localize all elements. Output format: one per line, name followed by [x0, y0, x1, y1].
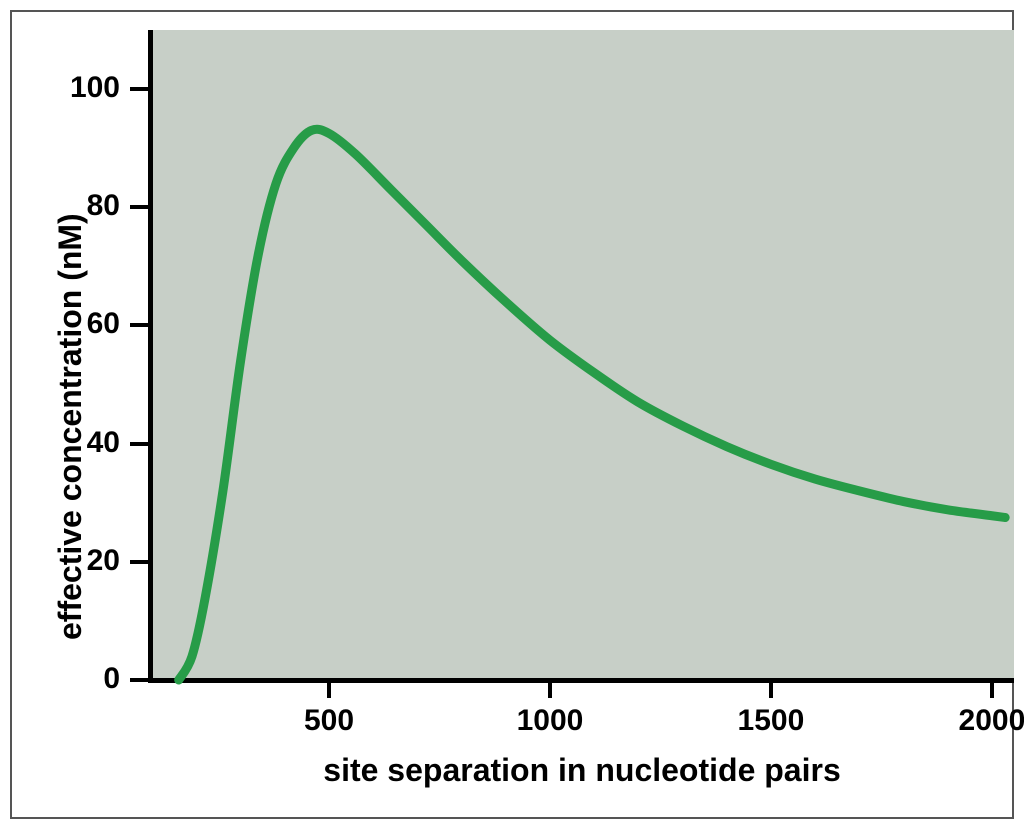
y-tick-label: 20 [40, 544, 120, 578]
x-tick [548, 680, 552, 698]
x-tick-label: 2000 [932, 704, 1024, 738]
y-tick [130, 87, 150, 91]
x-tick-label: 1500 [711, 704, 831, 738]
y-tick [130, 560, 150, 564]
y-tick-label: 40 [40, 426, 120, 460]
y-tick [130, 205, 150, 209]
y-tick [130, 323, 150, 327]
y-tick-label: 80 [40, 189, 120, 223]
x-tick-label: 1000 [490, 704, 610, 738]
y-tick [130, 678, 150, 682]
chart-frame: effective concentration (nM) site separa… [0, 0, 1024, 829]
y-tick-label: 100 [40, 71, 120, 105]
y-tick [130, 442, 150, 446]
x-tick [990, 680, 994, 698]
y-tick-label: 60 [40, 307, 120, 341]
x-tick [327, 680, 331, 698]
x-tick-label: 500 [269, 704, 389, 738]
series-line [179, 129, 1005, 680]
x-axis-title: site separation in nucleotide pairs [302, 752, 862, 789]
x-tick [769, 680, 773, 698]
y-tick-label: 0 [40, 662, 120, 696]
